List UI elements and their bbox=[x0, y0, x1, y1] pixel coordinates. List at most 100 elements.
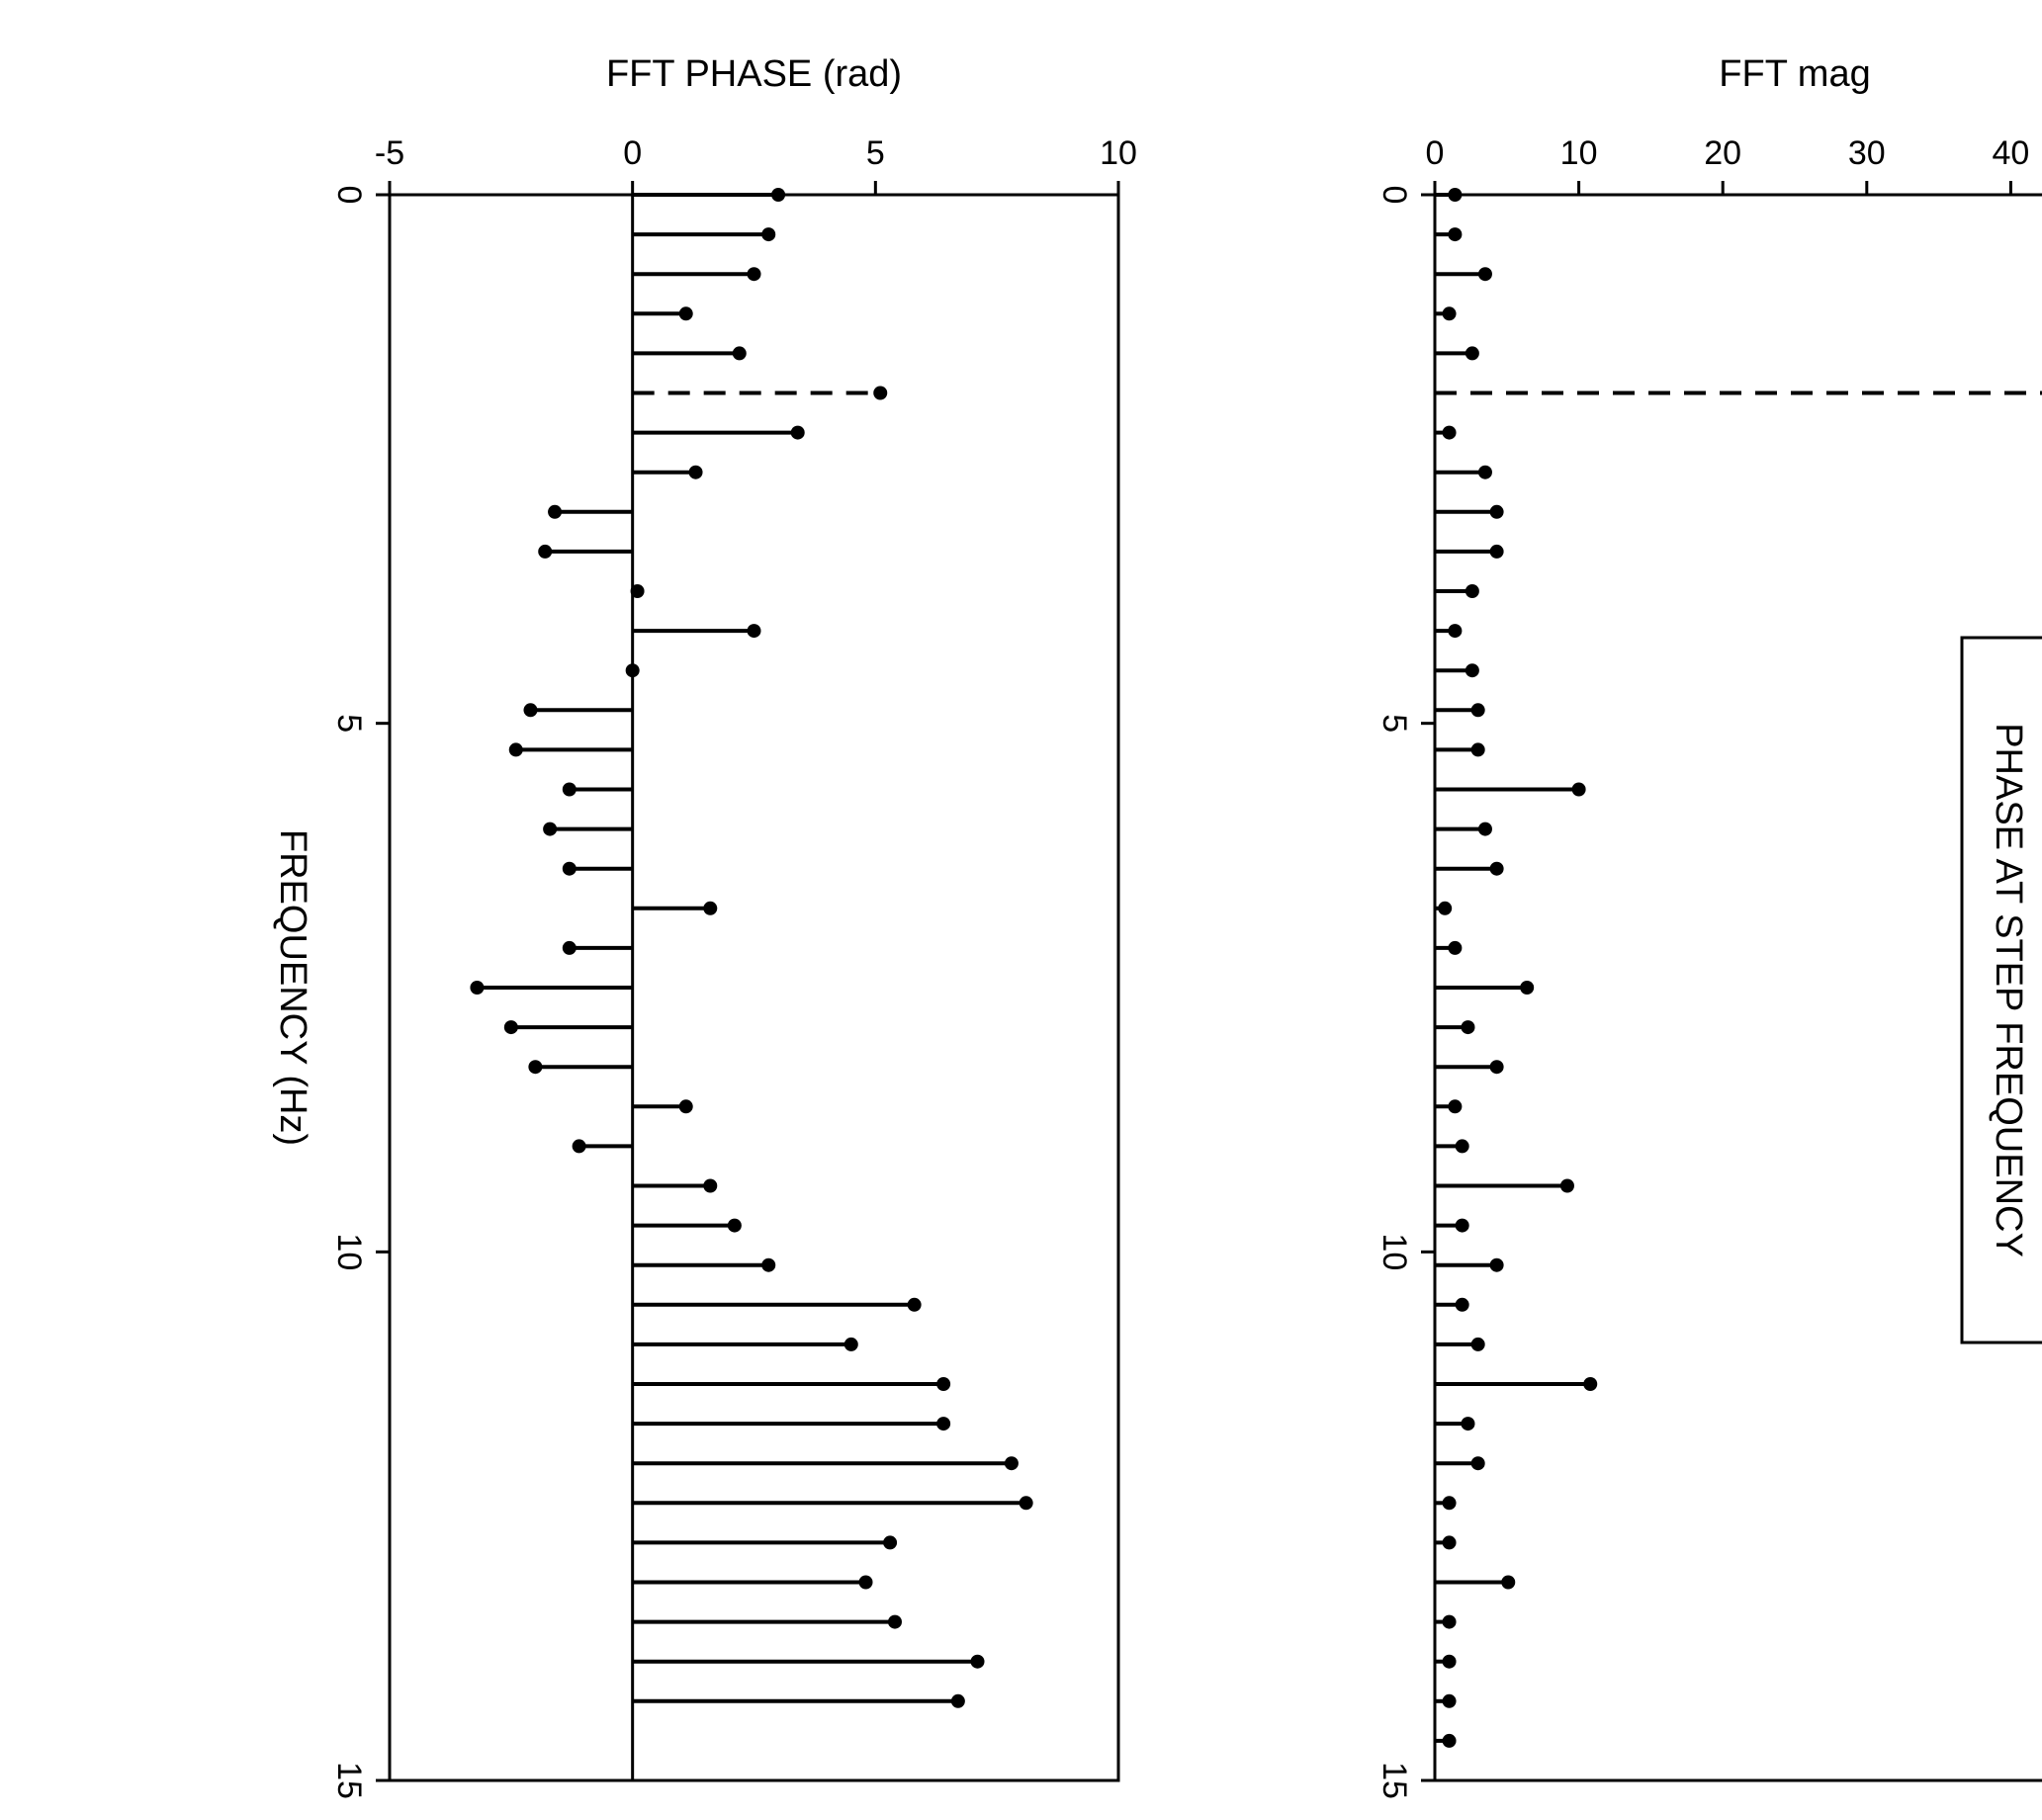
stem-marker bbox=[630, 584, 645, 598]
stem-marker bbox=[1455, 1139, 1469, 1154]
stem-marker bbox=[761, 1257, 776, 1272]
chart-panel-magnitude: 05101501020304050FFT mag bbox=[1376, 53, 2042, 1799]
stem-marker bbox=[528, 1060, 543, 1075]
stem-marker bbox=[883, 1535, 898, 1550]
stem-marker bbox=[907, 1297, 922, 1312]
stem-marker bbox=[1470, 742, 1485, 757]
y-tick-label: 0 bbox=[1426, 134, 1445, 172]
stem-marker bbox=[1489, 1060, 1504, 1075]
stem-marker bbox=[1461, 1020, 1475, 1035]
stem-marker bbox=[1520, 981, 1535, 995]
stem-marker bbox=[1477, 267, 1492, 282]
stem-marker bbox=[1442, 1496, 1457, 1511]
stem-marker bbox=[970, 1654, 985, 1669]
stem-marker bbox=[1438, 901, 1453, 915]
x-tick-label: 15 bbox=[330, 1762, 368, 1799]
chart-panel-phase: 0 5 10 15 -5 0 5 10 FFT PHASE (rad) FREQUENCY (Hz… bbox=[272, 53, 1137, 1799]
stem-marker bbox=[703, 901, 718, 915]
stem-marker bbox=[1442, 1654, 1457, 1669]
stem-marker bbox=[470, 981, 485, 995]
x-tick-label: 0 bbox=[330, 186, 368, 205]
y-tick-label: 30 bbox=[1848, 134, 1886, 172]
stem-marker bbox=[858, 1575, 873, 1590]
stem-marker bbox=[843, 1337, 858, 1351]
stem-marker bbox=[761, 227, 776, 242]
stem-marker bbox=[887, 1614, 902, 1629]
annotation-line-1: GET FFT MAGNITUDE AND bbox=[2039, 750, 2042, 1229]
stem-marker bbox=[790, 425, 805, 440]
y-axis-label: FFT mag bbox=[1719, 53, 1870, 95]
stem-marker bbox=[1470, 703, 1485, 718]
stem-marker bbox=[1583, 1377, 1598, 1391]
stem-marker bbox=[1465, 663, 1479, 678]
stem-marker bbox=[1448, 940, 1463, 955]
stem-marker bbox=[1442, 1693, 1457, 1708]
stem-marker bbox=[1455, 1218, 1469, 1233]
stem-marker bbox=[1455, 1297, 1469, 1312]
stem-marker bbox=[1559, 1178, 1574, 1193]
stem-marker bbox=[747, 624, 761, 639]
stem-marker bbox=[1470, 1337, 1485, 1351]
stem-marker bbox=[1442, 1733, 1457, 1748]
stem-marker bbox=[572, 1139, 586, 1154]
stem-marker bbox=[562, 940, 577, 955]
y-tick-label: -5 bbox=[375, 134, 404, 172]
stem-marker bbox=[727, 1218, 742, 1233]
stem-marker bbox=[1477, 465, 1492, 479]
stem-marker bbox=[1465, 584, 1479, 598]
stem-marker bbox=[747, 267, 761, 282]
stem-marker bbox=[538, 544, 553, 559]
stem-marker bbox=[523, 703, 538, 718]
stem-marker bbox=[703, 1178, 718, 1193]
stem-marker bbox=[1571, 782, 1586, 797]
stem-marker bbox=[508, 742, 523, 757]
stem-marker bbox=[1448, 1099, 1463, 1114]
y-tick-label: 20 bbox=[1704, 134, 1741, 172]
stem-marker bbox=[1470, 1456, 1485, 1471]
x-tick-label: 10 bbox=[1376, 1233, 1413, 1270]
stem-marker bbox=[936, 1377, 951, 1391]
y-tick-label: 0 bbox=[623, 134, 642, 172]
stem-marker bbox=[678, 306, 693, 321]
x-tick-label: 5 bbox=[1376, 714, 1413, 733]
stem-marker bbox=[1501, 1575, 1516, 1590]
stem-marker bbox=[732, 346, 747, 361]
stem-marker bbox=[503, 1020, 518, 1035]
stem-marker bbox=[936, 1417, 951, 1431]
stem-marker bbox=[1489, 504, 1504, 519]
y-tick-label: 5 bbox=[866, 134, 885, 172]
stem-marker bbox=[625, 663, 640, 678]
stem-marker bbox=[1448, 624, 1463, 639]
stem-marker bbox=[1442, 306, 1457, 321]
y-tick-label: 40 bbox=[1992, 134, 2029, 172]
stem-marker bbox=[1442, 425, 1457, 440]
x-tick-label: 5 bbox=[330, 714, 368, 733]
annotation-box bbox=[1960, 636, 2042, 1344]
rotated-figure-root: 05101501020304050FFT mag051015-50510FFT … bbox=[272, 53, 2042, 1799]
stem-marker bbox=[562, 782, 577, 797]
stem-marker bbox=[548, 504, 563, 519]
stem-marker bbox=[1004, 1456, 1019, 1471]
stem-marker bbox=[1489, 544, 1504, 559]
x-axis-label: FREQUENCY (Hz) bbox=[272, 829, 313, 1146]
stem-marker bbox=[688, 465, 703, 479]
stem-marker bbox=[1442, 1535, 1457, 1550]
stem-marker bbox=[1489, 1257, 1504, 1272]
y-tick-label: 10 bbox=[1100, 134, 1137, 172]
stem-marker bbox=[543, 822, 558, 836]
stem-marker bbox=[1461, 1417, 1475, 1431]
stem-marker bbox=[1465, 346, 1479, 361]
stem-marker bbox=[950, 1693, 965, 1708]
x-tick-label: 0 bbox=[1376, 186, 1413, 205]
stem-marker bbox=[873, 386, 888, 400]
stem-marker bbox=[1477, 822, 1492, 836]
stem-marker bbox=[1442, 1614, 1457, 1629]
y-axis-label: FFT PHASE (rad) bbox=[606, 53, 902, 95]
x-tick-label: 15 bbox=[1376, 1762, 1413, 1799]
x-tick-label: 10 bbox=[330, 1233, 368, 1270]
stem-marker bbox=[1489, 861, 1504, 876]
stem-marker bbox=[1448, 227, 1463, 242]
stem-marker bbox=[678, 1099, 693, 1114]
annotation-line-2: PHASE AT STEP FREQUENCY bbox=[1988, 723, 2029, 1257]
